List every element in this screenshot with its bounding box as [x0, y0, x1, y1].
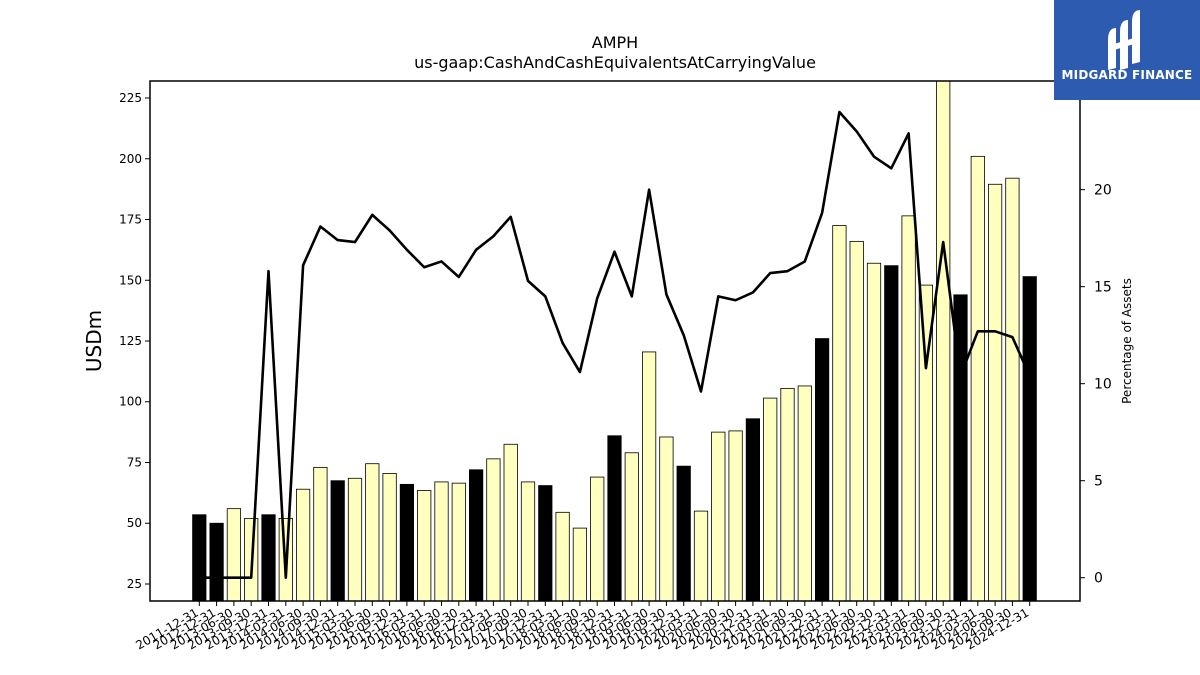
bar-2018-12-31	[607, 435, 622, 602]
bar-2024-03-31	[970, 155, 985, 602]
bar-2022-09-30	[866, 262, 882, 602]
chart-subtitle: us-gaap:CashAndCashEquivalentsAtCarrying…	[414, 53, 816, 72]
bar-2015-06-30	[365, 463, 380, 602]
bar-2015-09-30	[382, 473, 397, 602]
bar-2021-09-30	[797, 385, 812, 602]
bar-2013-12-31	[261, 514, 276, 602]
bar-2011-12-31	[192, 514, 207, 602]
y-tick-label: 50	[127, 516, 142, 530]
bar-2012-12-31	[209, 522, 224, 602]
bar-2017-06-30	[503, 443, 518, 602]
line-group	[199, 110, 1031, 580]
bar-2018-03-31	[555, 511, 570, 602]
bar-2013-06-30	[226, 508, 241, 602]
bar-2017-09-30	[520, 481, 536, 602]
bar-2019-12-31	[676, 465, 691, 602]
y-tick-label: 100	[119, 395, 142, 409]
bar-2019-09-30	[659, 436, 674, 602]
bar-2020-06-30	[711, 431, 726, 602]
bar-2021-06-30	[780, 387, 795, 602]
bar-2024-09-30	[1005, 177, 1020, 602]
chart-title: AMPH	[592, 33, 638, 52]
bar-2022-12-31	[884, 265, 899, 602]
left-axis: 25 50 75 100 125 150 175 200 225	[119, 91, 150, 591]
y-tick-label: 200	[119, 152, 142, 166]
logo-mark-icon	[1108, 10, 1140, 70]
bar-2020-09-30	[728, 430, 743, 602]
y-tick-label: 175	[119, 213, 142, 227]
y2-tick-label: 20	[1094, 183, 1112, 199]
bar-2014-09-30	[313, 466, 328, 602]
right-axis: 0 5 10 15 20	[1080, 183, 1112, 587]
y2-tick-label: 0	[1094, 571, 1103, 587]
bar-2015-12-31	[399, 483, 415, 602]
y2-tick-label: 10	[1094, 377, 1112, 393]
bar-2018-09-30	[590, 476, 605, 602]
bar-2016-06-30	[434, 481, 449, 602]
bar-2023-03-31	[901, 215, 916, 602]
bar-2016-09-30	[451, 482, 466, 602]
y-tick-label: 125	[119, 334, 142, 348]
bar-2021-12-31	[815, 338, 830, 602]
bar-2023-09-30	[936, 80, 951, 602]
brand-logo: MIDGARD FINANCE	[1054, 0, 1200, 100]
bar-2015-03-31	[347, 477, 363, 602]
bar-2018-06-30	[572, 527, 588, 602]
bar-2024-06-30	[988, 183, 1003, 602]
percentage-line	[199, 110, 1031, 580]
bar-2017-12-31	[538, 485, 553, 602]
y2-tick-label: 15	[1094, 280, 1112, 296]
bar-2017-03-31	[486, 458, 501, 602]
y2-tick-label: 5	[1094, 474, 1103, 490]
y2-axis-label: Percentage of Assets	[1120, 278, 1134, 404]
bar-2014-12-31	[330, 480, 345, 602]
logo-text: MIDGARD FINANCE	[1061, 68, 1193, 82]
bar-2016-03-31	[417, 490, 432, 602]
y-tick-label: 75	[127, 455, 142, 469]
y-tick-label: 150	[119, 273, 142, 287]
bar-2016-12-31	[468, 469, 484, 602]
bar-2021-03-31	[763, 397, 778, 602]
y-tick-label: 25	[127, 577, 142, 591]
bar-2019-03-31	[624, 452, 639, 602]
bar-2019-06-30	[642, 351, 657, 602]
bar-2024-12-31	[1022, 276, 1037, 602]
bar-2022-03-31	[832, 225, 847, 602]
bar-2020-12-31	[745, 418, 761, 602]
bar-2022-06-30	[849, 240, 864, 602]
x-axis: 2011-12-312012-12-312013-06-302013-09-30…	[133, 601, 1031, 652]
bar-2014-06-30	[295, 488, 311, 602]
y-tick-label: 225	[119, 91, 142, 105]
y-axis-label: USDm	[82, 310, 106, 372]
bar-2020-03-31	[693, 510, 709, 602]
